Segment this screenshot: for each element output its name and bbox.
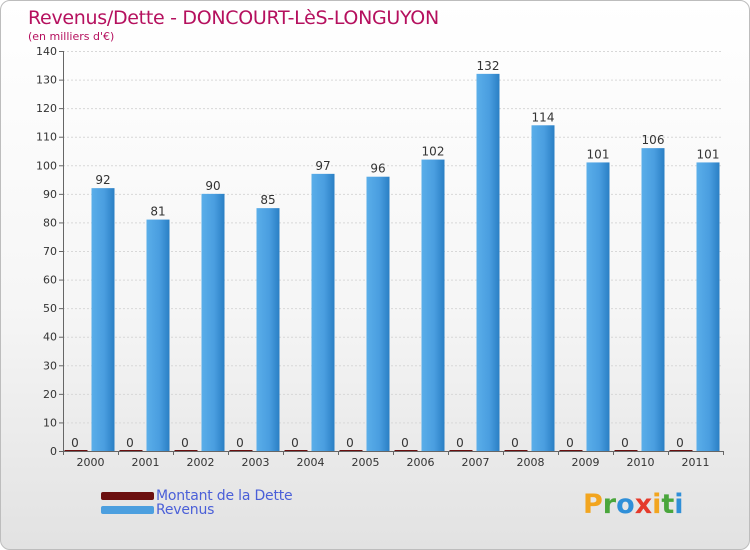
logo-letter: P [583,489,603,520]
x-tick-label: 2009 [572,456,600,469]
bar-dette [394,450,418,451]
chart-title: Revenus/Dette - DONCOURT-LèS-LONGUYON [28,7,439,29]
legend-swatch-dette [101,492,154,500]
y-tick-label: 30 [43,359,57,372]
x-tick-label: 2011 [682,456,710,469]
legend-item-dette: Montant de la Dette [101,488,293,504]
x-tick-label: 2010 [627,456,655,469]
bar-dette [119,450,143,451]
bar-dette [669,450,693,451]
bar-dette [64,450,88,451]
data-label-revenus: 96 [370,162,385,176]
logo-letter: x [634,489,653,520]
data-label-dette: 0 [236,436,244,450]
bar-revenus [311,173,335,451]
legend-item-revenus: Revenus [101,502,214,518]
logo-letter: o [616,489,635,520]
data-label-dette: 0 [621,436,629,450]
data-label-revenus: 114 [532,110,555,124]
bar-dette [614,450,638,451]
legend-label-dette: Montant de la Dette [156,488,293,504]
data-label-dette: 0 [346,436,354,450]
logo-letter: t [661,489,675,520]
bar-revenus [146,219,170,451]
x-tick-label: 2005 [352,456,380,469]
data-label-dette: 0 [511,436,519,450]
data-label-revenus: 97 [315,159,330,173]
bar-revenus [586,162,610,451]
logo-letter: i [674,489,684,520]
data-label-dette: 0 [126,436,134,450]
bar-dette [229,450,253,451]
data-label-revenus: 132 [477,59,500,73]
data-label-dette: 0 [676,436,684,450]
y-tick-label: 40 [43,331,57,344]
x-tick-label: 2004 [297,456,325,469]
bar-revenus [91,188,115,451]
bar-revenus [421,159,445,452]
y-tick-label: 0 [50,445,57,458]
bar-revenus [256,208,280,451]
bar-revenus [531,125,555,452]
y-tick-label: 130 [36,74,57,87]
bar-revenus [696,162,720,451]
y-tick-label: 70 [43,245,57,258]
x-tick-label: 2006 [407,456,435,469]
y-tick-label: 50 [43,302,57,315]
bar-dette [284,450,308,451]
y-tick-label: 60 [43,274,57,287]
chart-subtitle: (en milliers d'€) [28,30,115,43]
data-label-dette: 0 [291,436,299,450]
data-label-dette: 0 [456,436,464,450]
y-tick-label: 100 [36,159,57,172]
bar-revenus [641,148,665,451]
bar-dette [504,450,528,451]
data-label-revenus: 90 [205,179,220,193]
data-label-dette: 0 [181,436,189,450]
logo-letter: r [602,489,617,520]
data-label-revenus: 101 [697,147,720,161]
bar-revenus [366,176,390,451]
y-tick-label: 10 [43,416,57,429]
data-label-dette: 0 [401,436,409,450]
data-label-revenus: 106 [642,133,665,147]
data-label-dette: 0 [71,436,79,450]
data-label-revenus: 92 [95,173,110,187]
data-label-dette: 0 [566,436,574,450]
bar-dette [559,450,583,451]
x-tick-label: 2007 [462,456,490,469]
y-tick-label: 140 [36,45,57,58]
logo-letter: i [652,489,662,520]
x-tick-label: 2002 [187,456,215,469]
y-tick-label: 120 [36,102,57,115]
x-tick-label: 2001 [132,456,160,469]
y-tick-label: 20 [43,388,57,401]
legend-label-revenus: Revenus [156,502,215,518]
bar-revenus [201,193,225,451]
bar-dette [174,450,198,451]
legend-swatch-revenus [101,506,154,514]
bar-revenus [476,73,500,451]
data-label-revenus: 101 [587,147,610,161]
y-tick-label: 90 [43,188,57,201]
data-label-revenus: 102 [422,145,445,159]
x-tick-label: 2000 [77,456,105,469]
data-label-revenus: 85 [260,193,275,207]
x-tick-label: 2003 [242,456,270,469]
bar-dette [449,450,473,451]
x-tick-label: 2008 [517,456,545,469]
y-tick-label: 80 [43,216,57,229]
y-tick-label: 110 [36,131,57,144]
bar-dette [339,450,363,451]
data-label-revenus: 81 [150,205,165,219]
proxiti-logo: Proxiti [583,489,684,520]
